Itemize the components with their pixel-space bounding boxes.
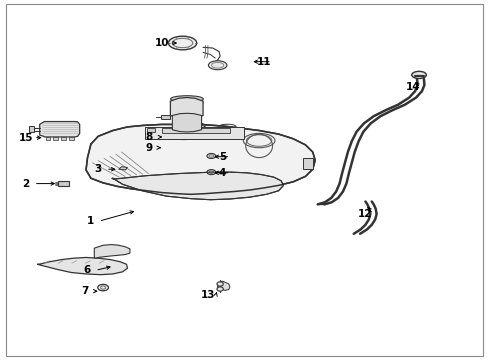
Polygon shape — [45, 137, 50, 140]
Polygon shape — [144, 127, 244, 139]
Polygon shape — [61, 137, 66, 140]
Polygon shape — [58, 181, 69, 186]
Text: 15: 15 — [19, 133, 33, 143]
Ellipse shape — [217, 287, 223, 291]
Polygon shape — [160, 116, 170, 119]
Polygon shape — [40, 122, 80, 137]
Text: 6: 6 — [84, 265, 91, 275]
Ellipse shape — [170, 99, 203, 106]
Text: 2: 2 — [22, 179, 30, 189]
Polygon shape — [112, 172, 283, 200]
Text: 4: 4 — [219, 168, 226, 178]
Text: 9: 9 — [145, 143, 153, 153]
Ellipse shape — [98, 284, 108, 291]
Polygon shape — [217, 281, 229, 291]
Polygon shape — [69, 137, 74, 140]
Ellipse shape — [206, 170, 215, 175]
Text: 3: 3 — [94, 164, 102, 174]
Text: 10: 10 — [154, 38, 168, 48]
Text: 1: 1 — [87, 216, 94, 226]
Ellipse shape — [411, 71, 426, 78]
Polygon shape — [172, 113, 201, 132]
Text: 12: 12 — [357, 209, 372, 219]
Polygon shape — [147, 128, 155, 132]
Text: 14: 14 — [405, 82, 419, 93]
Polygon shape — [119, 167, 127, 170]
Text: 13: 13 — [200, 291, 215, 301]
Ellipse shape — [217, 282, 223, 286]
Polygon shape — [161, 128, 229, 134]
Text: 11: 11 — [256, 57, 271, 67]
Ellipse shape — [168, 36, 196, 50]
Polygon shape — [86, 125, 315, 194]
Text: 5: 5 — [219, 152, 226, 162]
Ellipse shape — [170, 96, 203, 102]
Polygon shape — [94, 244, 130, 258]
Text: 8: 8 — [145, 132, 153, 142]
Polygon shape — [53, 137, 58, 140]
Ellipse shape — [208, 61, 226, 70]
Polygon shape — [29, 126, 34, 132]
Text: 7: 7 — [81, 286, 88, 296]
Ellipse shape — [206, 153, 215, 158]
Polygon shape — [37, 257, 127, 275]
Polygon shape — [170, 98, 203, 119]
Polygon shape — [303, 158, 312, 169]
Ellipse shape — [172, 129, 201, 134]
